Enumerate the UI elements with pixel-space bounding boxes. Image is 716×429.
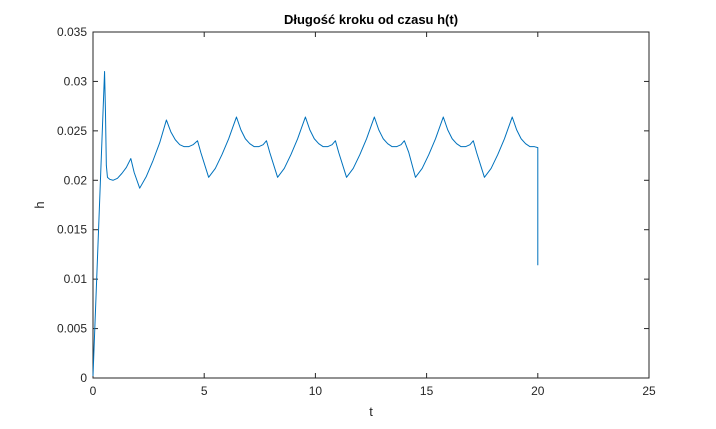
series-layer [92, 71, 539, 377]
x-axis: 0 5 10 15 20 25 [90, 32, 656, 398]
y-tick-label: 0.005 [57, 322, 87, 336]
y-tick-label: 0.035 [57, 25, 87, 39]
x-tick-label: 20 [531, 384, 545, 398]
x-tick-label: 0 [90, 384, 97, 398]
x-tick-label: 5 [201, 384, 208, 398]
y-axis-label: h [32, 201, 47, 208]
y-tick-label: 0.01 [64, 272, 88, 286]
series-line-0 [92, 71, 539, 377]
y-tick-label: 0.03 [64, 74, 88, 88]
x-tick-label: 10 [309, 384, 323, 398]
x-tick-label: 25 [642, 384, 656, 398]
plot-area [92, 31, 650, 379]
x-axis-label: t [369, 404, 373, 419]
chart-title: Długość kroku od czasu h(t) [284, 12, 458, 27]
x-tick-label: 15 [420, 384, 434, 398]
y-tick-label: 0 [80, 371, 87, 385]
y-tick-label: 0.015 [57, 223, 87, 237]
y-tick-label: 0.025 [57, 124, 87, 138]
y-axis: 0 0.005 0.01 0.015 0.02 0.025 0.03 0.035 [57, 25, 649, 385]
y-tick-label: 0.02 [64, 173, 88, 187]
